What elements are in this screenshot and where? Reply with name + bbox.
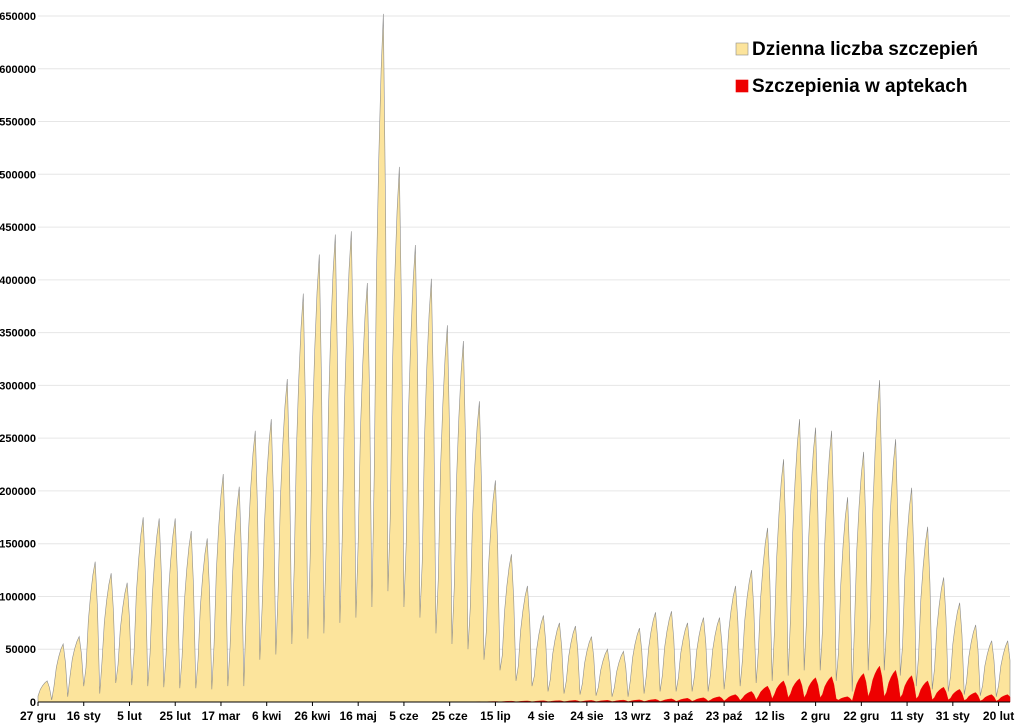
x-tick-label: 26 kwi bbox=[294, 709, 330, 723]
x-tick-label: 5 cze bbox=[389, 709, 419, 723]
series-area-1 bbox=[37, 13, 1011, 703]
x-tick-label: 4 sie bbox=[528, 709, 555, 723]
y-tick-label: 200000 bbox=[0, 486, 36, 498]
legend-label: Szczepienia w aptekach bbox=[752, 76, 967, 97]
x-tick-label: 17 mar bbox=[202, 709, 241, 723]
y-tick-label: 350000 bbox=[0, 328, 36, 340]
y-tick-label: 500000 bbox=[0, 169, 36, 181]
plot-area bbox=[37, 13, 1011, 703]
x-tick-label: 13 wrz bbox=[614, 709, 651, 723]
x-tick-label: 11 sty bbox=[890, 709, 924, 723]
y-tick-label: 0 bbox=[30, 697, 36, 709]
x-tick-label: 15 lip bbox=[480, 709, 511, 723]
legend-swatch bbox=[735, 42, 749, 56]
x-tick-label: 2 gru bbox=[801, 709, 830, 723]
y-tick-label: 600000 bbox=[0, 64, 36, 76]
grid-lines bbox=[38, 15, 1010, 703]
legend-label: Dzienna liczba szczepień bbox=[752, 39, 978, 60]
x-tick-label: 20 lut bbox=[983, 709, 1014, 723]
x-tick-label: 16 sty bbox=[67, 709, 101, 723]
x-tick-label: 3 paź bbox=[663, 709, 693, 723]
x-axis-ticks: 27 gru 16 sty 5 lut 25 lut 17 mar 6 kwi 26 kwi… bbox=[20, 702, 1014, 723]
y-tick-label: 550000 bbox=[0, 117, 36, 129]
y-tick-label: 50000 bbox=[5, 644, 36, 656]
x-tick-label: 22 gru bbox=[843, 709, 879, 723]
y-tick-label: 650000 bbox=[0, 11, 36, 23]
y-tick-label: 250000 bbox=[0, 433, 36, 445]
y-tick-label: 450000 bbox=[0, 222, 36, 234]
legend-swatch bbox=[735, 79, 749, 93]
x-tick-label: 16 maj bbox=[340, 709, 377, 723]
x-tick-label: 12 lis bbox=[755, 709, 785, 723]
legend: Dzienna liczba szczepień Szczepienia w ap… bbox=[735, 39, 978, 97]
x-tick-label: 24 sie bbox=[570, 709, 604, 723]
x-tick-label: 23 paź bbox=[706, 709, 743, 723]
x-tick-label: 27 gru bbox=[20, 709, 56, 723]
x-tick-label: 25 lut bbox=[160, 709, 191, 723]
y-tick-label: 300000 bbox=[0, 380, 36, 392]
y-axis-ticks: 0 50000 100000 150000 200000 250000 300000 3500… bbox=[0, 11, 36, 709]
x-tick-label: 6 kwi bbox=[252, 709, 281, 723]
y-tick-label: 150000 bbox=[0, 539, 36, 551]
y-tick-label: 400000 bbox=[0, 275, 36, 287]
x-tick-label: 5 lut bbox=[117, 709, 142, 723]
x-tick-label: 25 cze bbox=[432, 709, 468, 723]
x-tick-label: 31 sty bbox=[936, 709, 970, 723]
y-tick-label: 100000 bbox=[0, 591, 36, 603]
